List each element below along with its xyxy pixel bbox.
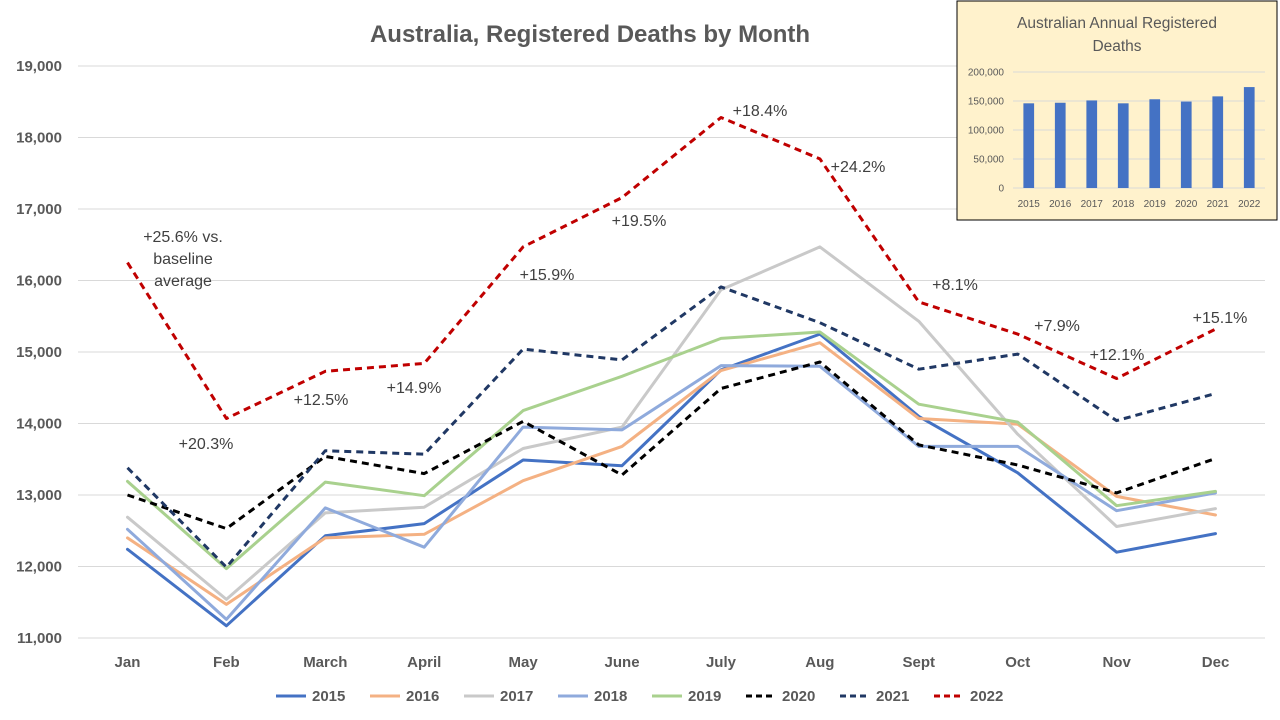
- series-line-2022: [126, 116, 1217, 420]
- legend-label-2017: 2017: [500, 688, 533, 705]
- annotation-oct: +7.9%: [1034, 318, 1080, 335]
- inset-x-tick-label: 2020: [1175, 199, 1198, 210]
- y-tick-label: 11,000: [17, 630, 62, 647]
- inset-bar-2020: [1180, 101, 1192, 188]
- inset-bar-2022: [1243, 87, 1255, 188]
- inset-bar-2017: [1086, 100, 1098, 188]
- series-line-2019: [126, 330, 1217, 571]
- series-line-2016: [126, 341, 1217, 606]
- x-tick-label: Aug: [805, 654, 834, 671]
- inset-bars: [1023, 87, 1255, 188]
- inset-bar-chart: Australian Annual Registered Deaths 0 50,…: [956, 0, 1278, 221]
- x-tick-label: March: [303, 654, 347, 671]
- annotation-jan: +25.6% vs. baseline average: [143, 229, 223, 290]
- legend-label-2020: 2020: [782, 688, 815, 705]
- inset-bar-2016: [1054, 102, 1066, 188]
- inset-x-tick-label: 2022: [1238, 199, 1261, 210]
- x-tick-label: May: [509, 654, 539, 671]
- inset-x-axis-ticks: 2015 2016 2017 2018 2019 2020 2021 2022: [1018, 199, 1261, 210]
- inset-x-tick-label: 2017: [1081, 199, 1104, 210]
- y-tick-label: 16,000: [16, 273, 62, 290]
- chart-title: Australia, Registered Deaths by Month: [370, 21, 810, 48]
- inset-y-tick-label: 150,000: [968, 97, 1005, 108]
- inset-bar-2015: [1023, 103, 1035, 188]
- x-tick-label: Dec: [1202, 654, 1230, 671]
- annotation-dec: +15.1%: [1193, 310, 1248, 327]
- y-tick-label: 18,000: [16, 130, 62, 147]
- annotation-sept: +8.1%: [932, 277, 978, 294]
- gridlines: [78, 65, 1265, 639]
- legend-label-2019: 2019: [688, 688, 721, 705]
- annotation-april: +14.9%: [387, 380, 442, 397]
- inset-y-tick-label: 100,000: [968, 126, 1005, 137]
- y-tick-label: 15,000: [16, 344, 62, 361]
- y-tick-label: 19,000: [16, 58, 62, 75]
- annotation-march: +12.5%: [294, 392, 349, 409]
- annotation-aug: +24.2%: [831, 159, 886, 176]
- inset-y-axis-ticks: 0 50,000 100,000 150,000 200,000: [968, 68, 1005, 195]
- inset-background: [956, 0, 1278, 221]
- x-axis-ticks: Jan Feb March April May June July Aug Sept Oct Nov…: [115, 654, 1230, 671]
- inset-bar-2021: [1212, 96, 1224, 188]
- inset-y-tick-label: 50,000: [973, 155, 1004, 166]
- legend-label-2016: 2016: [406, 688, 439, 705]
- legend-label-2022: 2022: [970, 688, 1003, 705]
- inset-bar-2018: [1117, 103, 1129, 188]
- legend-label-2018: 2018: [594, 688, 627, 705]
- legend-label-2021: 2021: [876, 688, 909, 705]
- annotation-july: +18.4%: [733, 103, 788, 120]
- series-line-2021: [126, 285, 1216, 569]
- annotation-may: +15.9%: [520, 267, 575, 284]
- y-tick-label: 12,000: [16, 559, 62, 576]
- legend-label-2015: 2015: [312, 688, 345, 705]
- inset-x-tick-label: 2016: [1049, 199, 1072, 210]
- series-lines: [126, 116, 1217, 628]
- annotation-feb: +20.3%: [179, 436, 234, 453]
- x-tick-label: Nov: [1102, 654, 1131, 671]
- x-tick-label: April: [407, 654, 441, 671]
- series-line-2015: [126, 332, 1217, 628]
- x-tick-label: Oct: [1005, 654, 1030, 671]
- inset-x-tick-label: 2018: [1112, 199, 1135, 210]
- x-tick-label: Sept: [903, 654, 936, 671]
- inset-bar-2019: [1149, 99, 1161, 188]
- annotation-june: +19.5%: [612, 213, 667, 230]
- annotation-nov: +12.1%: [1090, 347, 1145, 364]
- series-line-2018: [126, 364, 1217, 621]
- inset-x-tick-label: 2021: [1207, 199, 1230, 210]
- inset-y-tick-label: 200,000: [968, 68, 1005, 79]
- inset-x-tick-label: 2015: [1018, 199, 1041, 210]
- x-tick-label: Feb: [213, 654, 240, 671]
- x-tick-label: July: [706, 654, 737, 671]
- inset-title-line-2: Deaths: [1092, 38, 1141, 55]
- y-tick-label: 17,000: [16, 201, 62, 218]
- inset-y-tick-label: 0: [998, 184, 1004, 195]
- y-axis-ticks: 11,000 12,000 13,000 14,000 15,000 16,000 17,0…: [16, 58, 62, 647]
- inset-x-tick-label: 2019: [1144, 199, 1167, 210]
- y-tick-label: 13,000: [16, 487, 62, 504]
- inset-title-line-1: Australian Annual Registered: [1017, 15, 1217, 32]
- annotations: +25.6% vs. baseline average +20.3% +12.5% +14…: [143, 103, 1247, 453]
- y-tick-label: 14,000: [16, 416, 62, 433]
- x-tick-label: Jan: [115, 654, 141, 671]
- legend: 2015 2016 2017 2018 2019 2020 2021 2022: [276, 688, 1003, 705]
- x-tick-label: June: [605, 654, 640, 671]
